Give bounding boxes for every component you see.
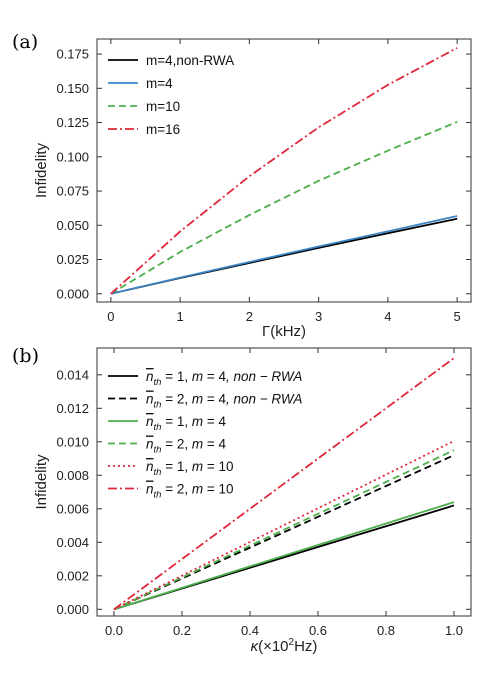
panel-a-y-tick-label: 0.025 <box>56 252 89 267</box>
panel-b-x-axis-symbol: κ <box>251 638 260 655</box>
panel-b-legend-label-3: nth = 1, m = 4 <box>146 414 226 433</box>
panel-a-x-tick-label: 4 <box>384 309 391 324</box>
panel-b-series-line-6 <box>113 357 455 611</box>
legend-m-symbol: m <box>192 437 203 452</box>
legend-th-subscript: th <box>154 377 162 388</box>
panel-b-y-tick-label: 0.000 <box>56 602 89 617</box>
panel-b-y-tick-label: 0.010 <box>56 434 89 449</box>
panel-a-x-tick-label: 1 <box>176 309 183 324</box>
legend-n-symbol: n <box>146 482 154 497</box>
legend-nth-value: = 1, <box>161 414 191 429</box>
panel-b-series-line-4 <box>113 449 455 611</box>
legend-nth-value: = 2, <box>161 392 191 407</box>
panel-b: (b) 0.0 0.2 0.4 0.6 0.8 1.00.0000.0020.0040.0… <box>12 345 472 655</box>
legend-m-symbol: m <box>192 392 203 407</box>
panel-a-label: (a) <box>12 31 38 53</box>
panel-a-plot-frame <box>96 38 472 303</box>
legend-m-value: = 10 <box>203 459 233 474</box>
legend-m-value: = 4 <box>203 414 226 429</box>
panel-b-y-tick-label: 0.002 <box>56 568 89 583</box>
legend-m-value: = 4 <box>203 369 226 384</box>
panel-b-legend-label-4: nth = 2, m = 4 <box>146 437 226 456</box>
panel-a: (a) 0 1 2 3 4 5 0.000 0.025 0.050 0.075 0.100 0.125… <box>12 31 472 340</box>
panel-b-x-tick-label: 1.0 <box>445 623 463 638</box>
panel-a-y-tick-label: 0.050 <box>56 218 89 233</box>
panel-a-y-tick-label: 0.000 <box>56 286 89 301</box>
panel-b-x-tick-label: 0.4 <box>241 623 259 638</box>
panel-b-y-tick-label: 0.012 <box>56 401 89 416</box>
panel-a-series-line-3 <box>110 121 458 295</box>
legend-nth-value: = 2, <box>161 482 191 497</box>
panel-b-x-tick-label: 0.8 <box>377 623 395 638</box>
panel-b-x-axis-scale: (×10 <box>258 638 288 655</box>
panel-a-ticks: 0 1 2 3 4 5 0.000 0.025 0.050 0.075 0.100 0.125 0.15… <box>56 39 471 324</box>
legend-nth-value: = 1, <box>161 369 191 384</box>
panel-b-y-tick-label: 0.006 <box>56 501 89 516</box>
legend-th-subscript: th <box>154 467 162 478</box>
panel-b-y-tick-label: 0.014 <box>56 367 89 382</box>
panel-b-x-axis-unit: Hz) <box>294 638 317 655</box>
panel-a-x-tick-label: 2 <box>246 309 253 324</box>
legend-m-symbol: m <box>192 459 203 474</box>
legend-nth-value: = 2, <box>161 437 191 452</box>
panel-b-series-line-3 <box>113 501 455 611</box>
panel-b-y-axis-title: Infidelity <box>33 454 50 510</box>
panel-a-legend: m=4,non-RWA m=4 m=10 m=16 <box>108 53 234 137</box>
legend-n-symbol: n <box>146 369 154 384</box>
legend-m-value: = 4 <box>203 437 226 452</box>
panel-a-y-tick-label: 0.075 <box>56 184 89 199</box>
legend-m-value: = 10 <box>203 482 233 497</box>
panel-b-x-tick-label: 0.6 <box>309 623 327 638</box>
panel-a-y-tick-label: 0.150 <box>56 81 89 96</box>
panel-a-legend-label-2: m=4 <box>146 76 173 91</box>
panel-a-series <box>110 47 458 295</box>
legend-m-symbol: m <box>192 369 203 384</box>
panel-b-ticks: 0.0 0.2 0.4 0.6 0.8 1.0 0.000 0.002 0.004 0.006 0.… <box>56 348 471 638</box>
panel-a-series-line-4 <box>110 47 458 295</box>
panel-b-legend-label-5: nth = 1, m = 10 <box>146 459 234 478</box>
panel-a-legend-label-4: m=16 <box>146 122 180 137</box>
panel-b-plot-frame <box>96 347 472 617</box>
legend-th-subscript: th <box>154 490 162 501</box>
panel-b-x-axis-title: κ(×102Hz) <box>251 637 318 655</box>
legend-n-symbol: n <box>146 392 154 407</box>
legend-m-symbol: m <box>192 414 203 429</box>
panel-a-x-tick-label: 3 <box>315 309 322 324</box>
panel-b-label: (b) <box>12 345 39 367</box>
panel-b-series <box>113 357 455 611</box>
panel-b-series-line-2 <box>113 454 455 611</box>
legend-nth-value: = 1, <box>161 459 191 474</box>
panel-a-legend-label-3: m=10 <box>146 99 180 114</box>
panel-b-y-tick-label: 0.008 <box>56 468 89 483</box>
legend-n-symbol: n <box>146 459 154 474</box>
legend-th-subscript: th <box>154 400 162 411</box>
panel-b-x-axis-exponent: 2 <box>289 637 295 648</box>
legend-n-symbol: n <box>146 437 154 452</box>
legend-m-symbol: m <box>192 482 203 497</box>
panel-b-legend-label-6: nth = 2, m = 10 <box>146 482 234 501</box>
panel-a-legend-label-1: m=4,non-RWA <box>146 53 234 68</box>
legend-th-subscript: th <box>154 445 162 456</box>
legend-th-subscript: th <box>154 422 162 433</box>
panel-a-x-axis-title: Γ(kHz) <box>262 323 306 340</box>
panel-b-legend-label-2: nth = 2, m = 4, non − RWA <box>146 392 302 411</box>
legend-suffix: , non − RWA <box>226 392 302 407</box>
legend-suffix: , non − RWA <box>226 369 302 384</box>
panel-a-x-tick-label: 5 <box>454 309 461 324</box>
legend-n-symbol: n <box>146 414 154 429</box>
panel-b-series-line-5 <box>113 440 455 611</box>
panel-b-y-tick-label: 0.004 <box>56 535 89 550</box>
panel-a-y-tick-label: 0.100 <box>56 149 89 164</box>
panel-a-series-line-2 <box>110 215 458 295</box>
panel-a-y-axis-title: Infidelity <box>33 142 50 198</box>
panel-a-y-tick-label: 0.175 <box>56 47 89 62</box>
panel-b-x-tick-label: 0.2 <box>173 623 191 638</box>
panel-b-legend-label-1: nth = 1, m = 4, non − RWA <box>146 369 302 388</box>
panel-a-x-tick-label: 0 <box>107 309 114 324</box>
panel-b-x-tick-label: 0.0 <box>105 623 123 638</box>
panel-a-y-tick-label: 0.125 <box>56 115 89 130</box>
legend-m-value: = 4 <box>203 392 226 407</box>
